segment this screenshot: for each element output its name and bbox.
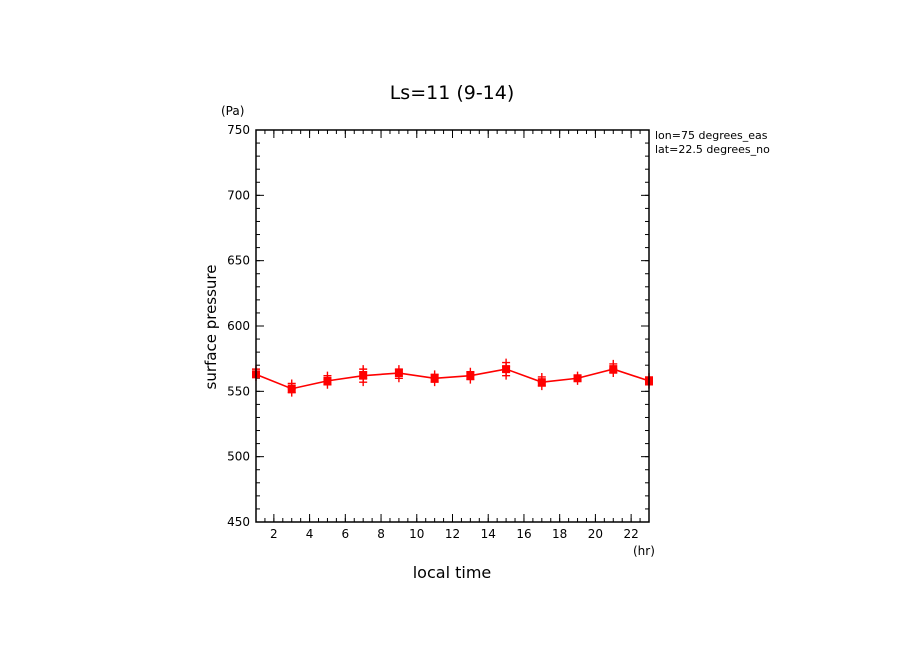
chart-title: Ls=11 (9-14) [390,82,515,104]
annotation-lon: lon=75 degrees_eas [655,129,768,142]
mean-point [394,369,403,378]
series-line [255,368,650,390]
x-tick-label: 20 [588,527,603,541]
mean-point [287,384,296,393]
y-tick-label: 700 [227,188,250,202]
mean-point [430,374,439,383]
y-tick-label: 650 [227,254,250,268]
x-tick-label: 18 [552,527,567,541]
x-tick-label: 10 [409,527,424,541]
x-tick-label: 6 [341,527,349,541]
x-tick-label: 2 [270,527,278,541]
x-tick-label: 22 [623,527,638,541]
mean-point [573,374,582,383]
annotation-lat: lat=22.5 degrees_no [655,143,770,156]
x-axis-label: local time [413,563,492,582]
mean-point [466,371,475,380]
y-unit-label: (Pa) [221,104,244,118]
mean-point [502,365,511,374]
mean-point [359,371,368,380]
mean-point [609,365,618,374]
y-tick-label: 550 [227,384,250,398]
x-tick-label: 14 [481,527,496,541]
mean-point [537,378,546,387]
x-tick-label: 12 [445,527,460,541]
y-tick-label: 450 [227,515,250,529]
y-tick-label: 750 [227,123,250,137]
y-tick-label: 600 [227,319,250,333]
x-tick-label: 8 [377,527,385,541]
x-tick-label: 4 [306,527,314,541]
axes: 2 4 6 8 10 12 14 16 18 20 22 450 500 550 600 650 700 750 [227,123,650,541]
x-unit-label: (hr) [633,544,655,558]
data-marks [252,358,653,397]
x-tick-label: 16 [516,527,531,541]
y-tick-label: 500 [227,450,250,464]
mean-point [323,376,332,385]
y-axis-label: surface pressure [202,265,220,390]
plot-frame [255,129,650,523]
